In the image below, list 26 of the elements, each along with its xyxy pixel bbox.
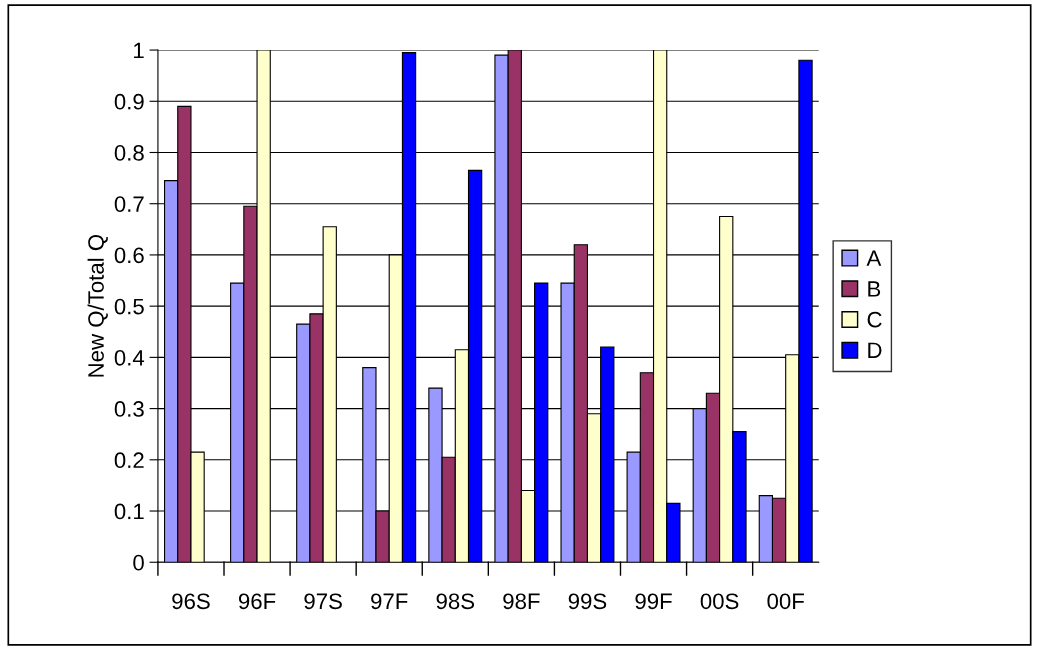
x-tick-label: 00S — [700, 593, 739, 610]
y-tick-label: 0.2 — [114, 452, 144, 469]
y-tick-label: 0 — [133, 554, 144, 571]
x-tick-label: 97S — [304, 593, 342, 610]
y-tick-label: 0.4 — [114, 349, 145, 366]
x-tick-label: 96F — [238, 593, 276, 610]
legend-label: C — [867, 311, 882, 328]
y-tick-label: 0.1 — [114, 503, 144, 520]
y-axis-title: New Q/Total Q — [87, 234, 108, 377]
x-tick-label: 98S — [436, 593, 475, 610]
y-tick-label: 0.6 — [114, 247, 144, 264]
x-tick-label: 99S — [568, 593, 607, 610]
x-tick-label: 00F — [767, 593, 804, 610]
y-tick-label: 0.8 — [114, 145, 144, 161]
y-tick-label: 0.5 — [114, 298, 144, 315]
legend-label: A — [866, 250, 882, 266]
y-tick-label: 0.9 — [114, 93, 144, 110]
x-tick-label: 98F — [503, 593, 540, 610]
x-tick-label: 97F — [371, 593, 408, 610]
y-tick-label: 1 — [134, 42, 144, 59]
x-tick-label: 96S — [172, 593, 210, 610]
y-tick-label: 0.7 — [114, 196, 144, 212]
legend-label: B — [868, 281, 881, 297]
y-tick-label: 0.3 — [114, 401, 144, 417]
legend-label: D — [868, 342, 882, 358]
x-tick-label: 99F — [635, 593, 672, 610]
